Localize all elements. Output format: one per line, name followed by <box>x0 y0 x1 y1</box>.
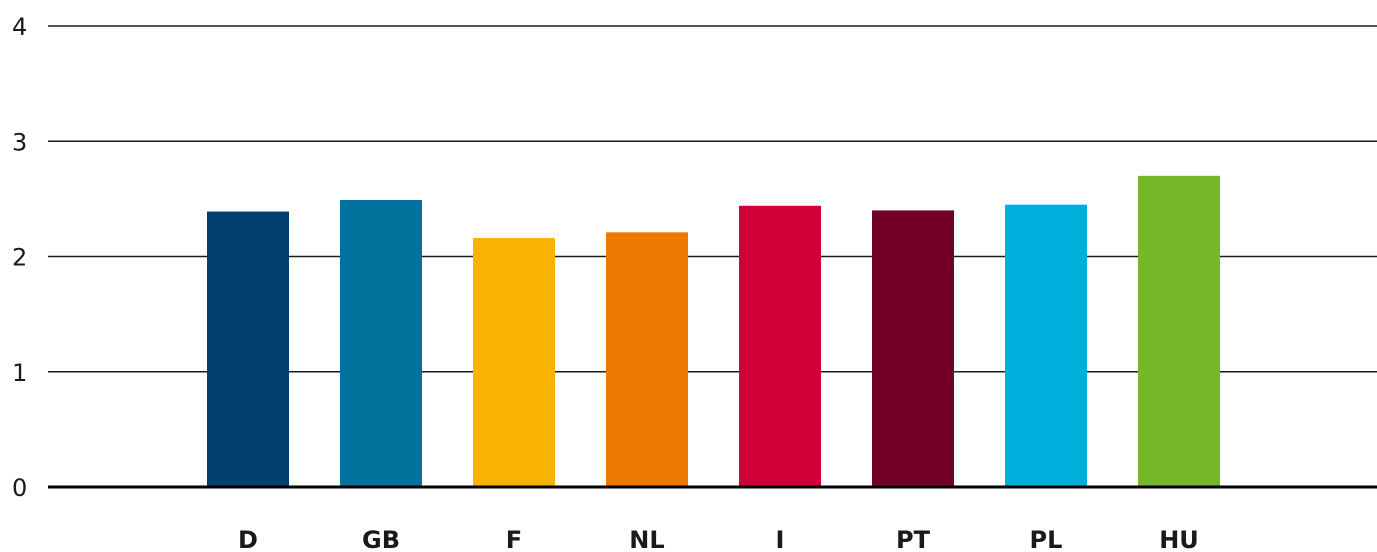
bar-gb <box>340 200 422 487</box>
y-tick-label: 4 <box>12 13 27 41</box>
y-tick-label: 3 <box>12 128 27 156</box>
x-tick-label: D <box>238 526 258 552</box>
y-tick-label: 2 <box>12 244 27 272</box>
bar-d <box>207 211 289 488</box>
x-tick-label: NL <box>629 526 664 552</box>
bar-pt <box>872 210 954 487</box>
x-tick-labels: D GB F NL I PT PL HU <box>238 526 1199 552</box>
y-tick-labels: 0 1 2 3 4 <box>12 13 27 502</box>
bar-pl <box>1005 204 1087 487</box>
bar-hu <box>1138 175 1220 487</box>
x-tick-label: F <box>506 526 522 552</box>
bars <box>207 175 1220 488</box>
x-tick-label: HU <box>1159 526 1199 552</box>
x-tick-label: PL <box>1030 526 1063 552</box>
bar-nl <box>606 232 688 487</box>
bar-i <box>739 205 821 488</box>
x-tick-label: PT <box>896 526 931 552</box>
x-tick-label: I <box>776 526 785 552</box>
x-tick-label: GB <box>362 526 400 552</box>
y-tick-label: 0 <box>12 474 27 502</box>
y-tick-label: 1 <box>12 359 27 387</box>
bar-f <box>473 238 555 487</box>
